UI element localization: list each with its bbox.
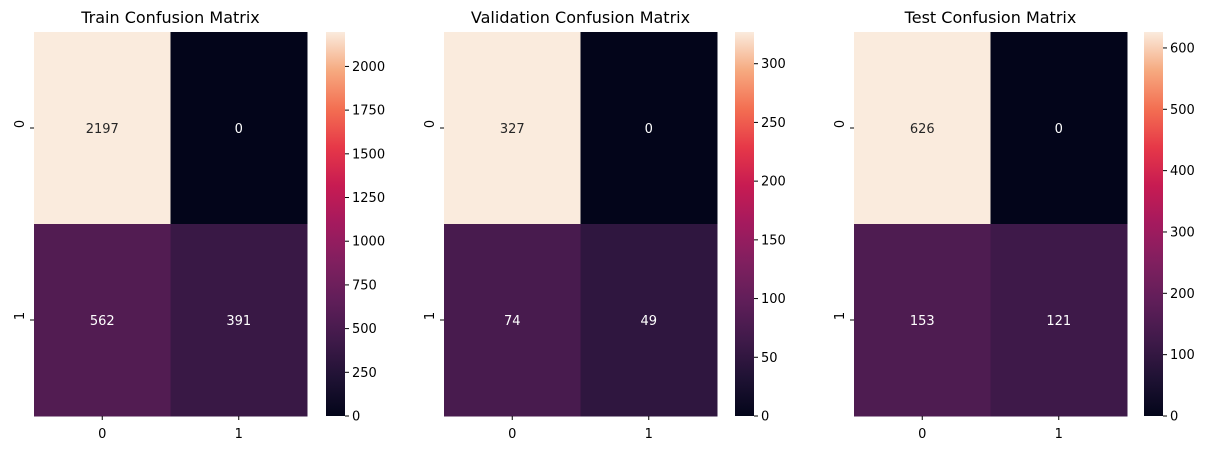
heatmap-cell-1-0 xyxy=(34,224,171,417)
colorbar-tick-label: 200 xyxy=(761,175,786,190)
colorbar-tick-label: 2000 xyxy=(352,60,385,75)
x-tick-label: 1 xyxy=(235,427,243,442)
colorbar-tick-label: 1000 xyxy=(352,235,385,250)
y-tick-label: 0 xyxy=(423,120,438,128)
colorbar-tick-label: 300 xyxy=(761,57,786,72)
cell-value-label-0-0: 327 xyxy=(500,122,525,137)
heatmap-panel-0: Train Confusion Matrix 2197 0 562 391 0 1 0 1 0 25… xyxy=(13,8,385,442)
cell-value-label-1-0: 562 xyxy=(90,314,115,329)
heatmap-cell-1-0 xyxy=(444,224,581,417)
colorbar-tick-label: 150 xyxy=(761,233,786,248)
colorbar-tick-label: 100 xyxy=(761,292,786,307)
colorbar-tick-label: 100 xyxy=(1170,348,1195,363)
y-tick-label: 1 xyxy=(833,312,848,320)
x-tick-label: 0 xyxy=(508,427,516,442)
cell-value-label-0-0: 2197 xyxy=(86,122,119,137)
x-tick-label: 0 xyxy=(98,427,106,442)
colorbar-tick-label: 0 xyxy=(761,410,769,425)
cell-value-label-0-1: 0 xyxy=(235,122,243,137)
heatmap-cell-0-0 xyxy=(854,32,991,225)
colorbar-tick-label: 0 xyxy=(352,410,360,425)
heatmap-cell-0-1 xyxy=(990,32,1128,225)
x-tick-label: 1 xyxy=(1055,427,1063,442)
colorbar-tick-label: 250 xyxy=(761,116,786,131)
heatmap-cell-1-1 xyxy=(170,224,308,417)
colorbar-tick-label: 0 xyxy=(1170,410,1178,425)
heatmap-cell-0-0 xyxy=(444,32,581,225)
cell-value-label-1-0: 153 xyxy=(910,314,935,329)
colorbar-tick-label: 300 xyxy=(1170,225,1195,240)
heatmap-cell-0-1 xyxy=(580,32,718,225)
chart-title: Validation Confusion Matrix xyxy=(471,8,690,27)
colorbar-tick-label: 1500 xyxy=(352,147,385,162)
heatmap-cell-1-1 xyxy=(580,224,718,417)
colorbar-tick-label: 50 xyxy=(761,351,778,366)
colorbar-tick-label: 750 xyxy=(352,278,377,293)
colorbar-tick-label: 1250 xyxy=(352,191,385,206)
cell-value-label-0-1: 0 xyxy=(645,122,653,137)
heatmap-cell-1-1 xyxy=(990,224,1128,417)
cell-value-label-1-1: 121 xyxy=(1046,314,1071,329)
y-tick-label: 1 xyxy=(423,312,438,320)
y-tick-label: 0 xyxy=(13,120,28,128)
colorbar-tick-label: 500 xyxy=(352,322,377,337)
heatmap-cell-1-0 xyxy=(854,224,991,417)
colorbar-tick-label: 250 xyxy=(352,366,377,381)
x-tick-label: 1 xyxy=(645,427,653,442)
heatmap-cell-0-0 xyxy=(34,32,171,225)
y-tick-label: 0 xyxy=(833,120,848,128)
chart-title: Test Confusion Matrix xyxy=(904,8,1077,27)
colorbar xyxy=(1144,32,1163,416)
chart-title: Train Confusion Matrix xyxy=(80,8,260,27)
cell-value-label-1-1: 49 xyxy=(640,314,657,329)
colorbar xyxy=(735,32,754,416)
colorbar-tick-label: 1750 xyxy=(352,104,385,119)
x-tick-label: 0 xyxy=(918,427,926,442)
y-tick-label: 1 xyxy=(13,312,28,320)
colorbar-tick-label: 600 xyxy=(1170,41,1195,56)
colorbar-tick-label: 400 xyxy=(1170,164,1195,179)
heatmap-panel-2: Test Confusion Matrix 626 0 153 121 0 1 0 1 0 100 2… xyxy=(833,8,1195,442)
heatmap-cell-0-1 xyxy=(170,32,308,225)
cell-value-label-1-1: 391 xyxy=(226,314,251,329)
colorbar-tick-label: 500 xyxy=(1170,103,1195,118)
colorbar-tick-label: 200 xyxy=(1170,287,1195,302)
cell-value-label-0-0: 626 xyxy=(910,122,935,137)
colorbar xyxy=(326,32,345,416)
cell-value-label-0-1: 0 xyxy=(1055,122,1063,137)
cell-value-label-1-0: 74 xyxy=(504,314,521,329)
